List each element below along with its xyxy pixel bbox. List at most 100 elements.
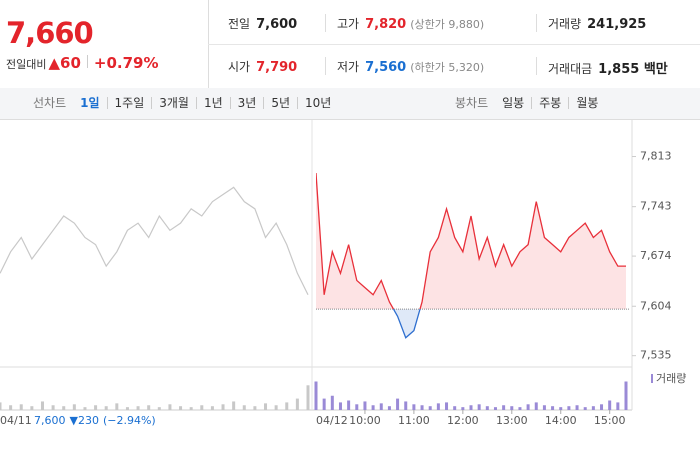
price-line-up: [316, 172, 626, 310]
volume-bar: [285, 402, 289, 410]
volume-bar: [616, 402, 620, 410]
volume-bar: [461, 407, 465, 410]
stat: 거래대금 1,855 백만: [548, 58, 668, 77]
header: 7,660 전일대비 ▲60 +0.79% 전일 7,600 고가 7,820 (상한가…: [0, 0, 700, 89]
legend-label: 거래량: [656, 372, 686, 385]
volume-bar: [493, 407, 497, 410]
stat-label: 시가: [228, 60, 251, 74]
chart: 7,813 7,743 7,674 7,604 7,535 거래량 04/11 7,600 ▼2…: [0, 120, 686, 427]
volume-bar: [157, 407, 161, 410]
stat-label: 전일: [228, 17, 251, 31]
change-row: 전일대비 ▲60 +0.79%: [6, 54, 159, 72]
volume-bar: [526, 404, 530, 410]
stat-note: (상한가 9,880): [410, 18, 485, 31]
volume-bar: [387, 406, 391, 410]
volume-bar: [295, 398, 299, 410]
stat: 전일 7,600: [228, 15, 297, 32]
tab-bar: 선차트 1일 1주일 3개월 1년 3년 5년 10년 봉차트 일봉 주봉 월봉: [0, 88, 700, 120]
volume-bar: [19, 404, 23, 410]
x-tick-label: 13:00: [496, 414, 528, 427]
volume-bar: [583, 407, 587, 410]
volume-bar: [40, 401, 44, 410]
x-tick-label: 11:00: [398, 414, 430, 427]
legend-swatch: [651, 374, 653, 383]
volume-bar: [136, 406, 140, 410]
tab[interactable]: 1주일: [106, 97, 152, 109]
date-label: 04/11: [0, 414, 32, 427]
volume-bar: [445, 402, 449, 410]
divider: [536, 57, 537, 75]
volume-bar: [420, 405, 424, 410]
volume-bar: [542, 405, 546, 410]
stat: 저가 7,560 (하한가 5,320): [337, 58, 484, 75]
volume-bar: [147, 405, 151, 410]
previous-day-line: [0, 186, 309, 296]
volume-bar: [363, 401, 367, 410]
tab[interactable]: 1일: [80, 96, 100, 110]
price: 7,660: [6, 16, 94, 50]
volume-bar: [51, 405, 55, 410]
tab[interactable]: 3개월: [151, 97, 196, 109]
previous-change: ▼230: [70, 414, 99, 427]
volume-bar: [518, 407, 522, 410]
volume-bar: [306, 385, 310, 410]
volume-bar: [477, 404, 481, 410]
volume-bar: [379, 403, 383, 410]
tab[interactable]: 일봉: [502, 96, 525, 110]
x-tick-label: 14:00: [545, 414, 577, 427]
volume-bar: [510, 406, 514, 410]
volume-bar: [469, 405, 473, 410]
volume-bar: [575, 405, 579, 410]
volume-bar: [83, 407, 87, 410]
volume-bar: [371, 405, 375, 410]
date-label: 04/12: [316, 414, 348, 427]
volume-bar: [200, 405, 204, 410]
volume-bar: [179, 406, 183, 410]
stat: 시가 7,790: [228, 58, 297, 75]
tab[interactable]: 10년: [297, 97, 338, 109]
volume-bar: [9, 405, 13, 410]
change-label: 전일대비: [6, 58, 47, 71]
y-tick-label: 7,813: [640, 150, 672, 163]
volume-bar: [624, 381, 628, 410]
volume-bar: [355, 404, 359, 410]
volume-bar: [253, 406, 257, 410]
volume-bar: [314, 381, 318, 410]
volume-bar: [322, 398, 326, 410]
volume-bar: [453, 406, 457, 410]
volume-bar: [232, 401, 236, 410]
volume-bar: [559, 407, 563, 410]
stat-label: 거래대금: [548, 62, 593, 76]
volume-bar: [221, 404, 225, 410]
change: ▲60: [48, 54, 81, 72]
volume-bar: [396, 398, 400, 410]
volume-bar: [30, 406, 34, 410]
y-tick-label: 7,743: [640, 200, 672, 213]
candle-tabs: 봉차트 일봉 주봉 월봉: [455, 97, 605, 109]
x-tick-label: 10:00: [349, 414, 381, 427]
tab[interactable]: 월봉: [568, 97, 605, 109]
volume-bar: [210, 406, 214, 410]
divider: [325, 57, 326, 75]
volume-bar: [436, 403, 440, 410]
tab[interactable]: 1년: [195, 97, 230, 109]
stat-value: 7,560: [365, 60, 407, 75]
volume-bar: [242, 405, 246, 410]
stat-label: 저가: [337, 60, 360, 74]
previous-close: 7,600: [34, 414, 66, 427]
divider: [208, 44, 700, 45]
divider: [86, 55, 88, 68]
stat-value: 7,600: [256, 17, 298, 32]
previous-change-pct: (−2.94%): [103, 414, 156, 427]
change-pct: +0.79%: [93, 54, 159, 72]
volume-bar: [189, 407, 193, 410]
tab[interactable]: 5년: [263, 97, 297, 109]
tab[interactable]: 주봉: [531, 97, 568, 109]
x-tick-label: 15:00: [594, 414, 626, 427]
volume-bar: [591, 406, 595, 410]
volume-bar: [551, 406, 555, 410]
tab[interactable]: 3년: [229, 97, 264, 109]
volume-bar: [534, 402, 538, 410]
stat-note: (하한가 5,320): [410, 61, 485, 74]
